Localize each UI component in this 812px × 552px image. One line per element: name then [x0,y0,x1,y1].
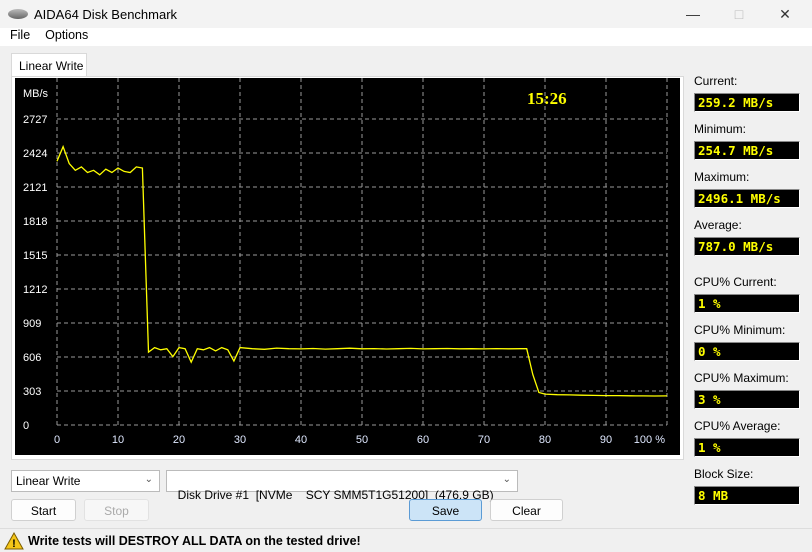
stat-value: 1 % [694,294,800,313]
y-tick-label: 606 [23,352,41,364]
x-tick-label: 50 [356,434,368,446]
y-tick-label: 909 [23,318,41,330]
title-bar: AIDA64 Disk Benchmark [0,0,812,28]
stat-value: 2496.1 MB/s [694,189,800,208]
x-tick-label: 90 [600,434,612,446]
x-tick-label: 0 [54,434,60,446]
stat-label: Maximum: [694,170,750,184]
stat-label: CPU% Maximum: [694,371,789,385]
disk-icon [8,9,28,19]
y-tick-label: 1212 [23,284,47,296]
stat-value: 0 % [694,342,800,361]
y-tick-label: 2121 [23,182,47,194]
warning-icon: ! [4,531,24,550]
chevron-down-icon: ⌄ [144,474,153,485]
tab-linear-write[interactable]: Linear Write [11,53,87,77]
y-tick-label: 303 [23,386,41,398]
benchmark-chart: 0 303 606 909 1212 1515 1818 2121 2424 2727 0 10 20 3… [15,78,680,455]
stat-label: CPU% Average: [694,419,781,433]
menu-bar: File Options [0,28,812,46]
stat-label: Average: [694,218,742,232]
y-axis-label: MB/s [23,88,49,100]
save-button[interactable]: Save [409,499,482,521]
start-button[interactable]: Start [11,499,76,521]
clear-button[interactable]: Clear [490,499,563,521]
menu-file[interactable]: File [10,28,31,42]
x-tick-label: 30 [234,434,246,446]
stat-label: CPU% Minimum: [694,323,786,337]
y-tick-label: 1818 [23,216,47,228]
chart-background [15,78,680,455]
test-type-value: Linear Write [16,474,81,488]
drive-value: Disk Drive #1 [NVMe SCY SMM5T1G51200] (4… [177,488,494,502]
y-tick-label: 0 [23,420,29,432]
x-tick-label: 80 [539,434,551,446]
stat-value: 3 % [694,390,800,409]
close-button[interactable]: ✕ [779,5,791,22]
maximize-button[interactable]: □ [734,6,744,22]
stat-label: Current: [694,74,738,88]
x-tick-label: 60 [417,434,429,446]
stat-label: Minimum: [694,122,747,136]
x-tick-label: 100 % [634,434,665,446]
stat-value: 254.7 MB/s [694,141,800,160]
chevron-down-icon: ⌄ [502,474,511,485]
drive-select[interactable]: Disk Drive #1 [NVMe SCY SMM5T1G51200] (4… [166,470,518,502]
stat-value: 8 MB [694,486,800,505]
stat-label: Block Size: [694,467,754,481]
y-tick-label: 2727 [23,114,47,126]
status-text: Write tests will DESTROY ALL DATA on the… [28,533,361,548]
svg-text:!: ! [12,538,16,550]
stat-value: 1 % [694,438,800,457]
status-bar: ! Write tests will DESTROY ALL DATA on t… [0,528,812,552]
window-title: AIDA64 Disk Benchmark [34,6,178,22]
x-tick-label: 10 [112,434,124,446]
stat-value: 787.0 MB/s [694,237,800,256]
write-speed-line [56,144,668,397]
x-tick-label: 70 [478,434,490,446]
stop-button[interactable]: Stop [84,499,149,521]
menu-options[interactable]: Options [45,28,89,42]
stat-label: CPU% Current: [694,275,777,289]
stat-value: 259.2 MB/s [694,93,800,112]
y-tick-label: 2424 [23,148,47,160]
test-type-select[interactable]: Linear Write ⌄ [11,470,160,492]
y-tick-label: 1515 [23,250,47,262]
elapsed-time: 15:26 [527,89,567,108]
minimize-button[interactable]: — [686,6,700,22]
x-tick-label: 40 [295,434,307,446]
x-tick-label: 20 [173,434,185,446]
